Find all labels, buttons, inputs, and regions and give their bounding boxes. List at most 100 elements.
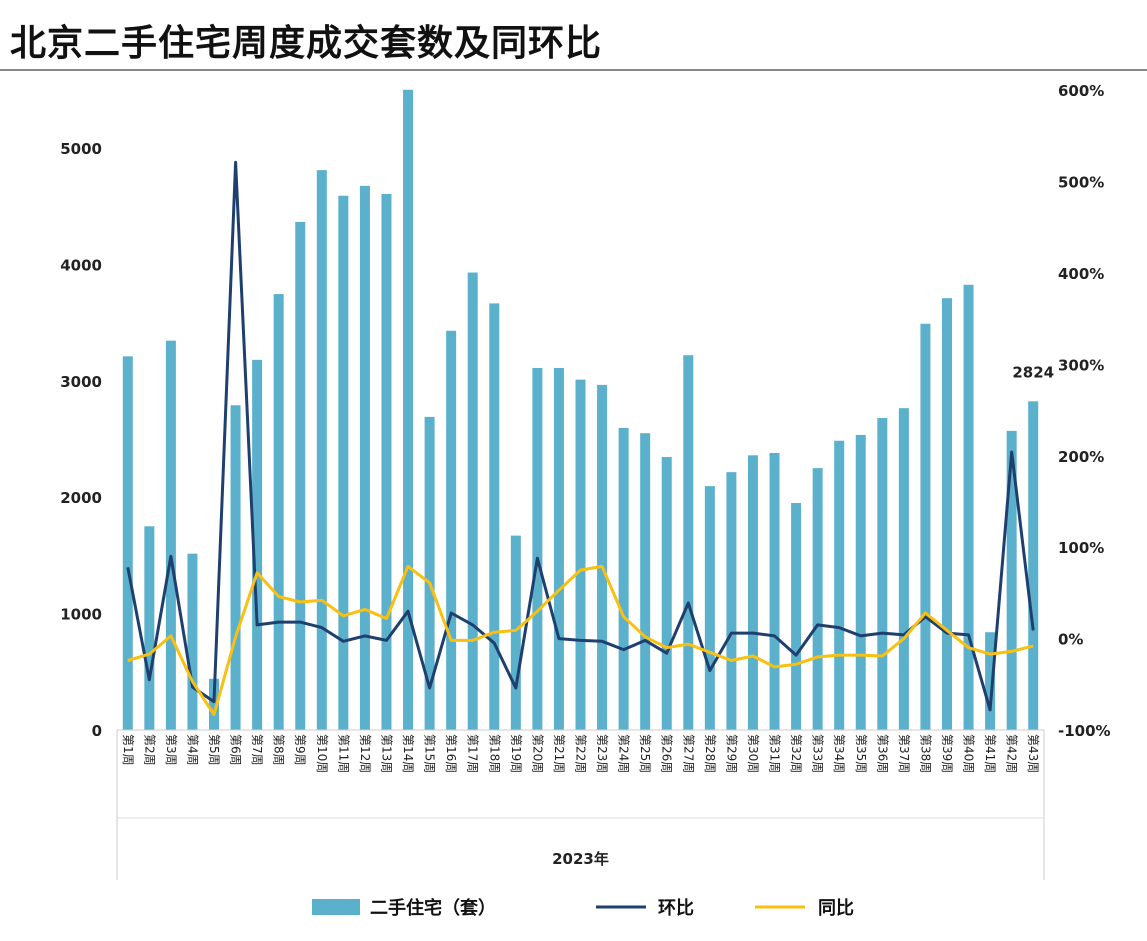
bar-第11周 (338, 195, 349, 730)
bar-第30周 (747, 455, 758, 730)
bar-第19周 (510, 535, 521, 730)
x-axis-tick: 第3周 (164, 734, 178, 766)
bar-第5周 (209, 678, 220, 730)
left-axis-tick: 2000 (60, 489, 102, 507)
bar-第38周 (920, 323, 931, 730)
x-axis-tick: 第35周 (854, 734, 868, 773)
bar-第3周 (165, 340, 176, 730)
line-同比 (127, 564, 1034, 716)
x-axis-tick: 第31周 (768, 734, 782, 773)
x-axis-tick: 第20周 (530, 734, 544, 773)
x-axis-tick: 第25周 (638, 734, 652, 773)
x-axis-tick: 第40周 (962, 734, 976, 773)
x-axis-tick: 第13周 (379, 734, 393, 773)
bar-第25周 (640, 433, 651, 730)
left-axis-tick: 4000 (60, 256, 102, 274)
legend-swatch-bar (312, 899, 360, 915)
x-axis-tick: 第37周 (897, 734, 911, 773)
x-axis-tick: 第29周 (724, 734, 738, 773)
bar-第36周 (877, 418, 888, 730)
right-axis-tick: -100% (1058, 722, 1111, 740)
bar-第28周 (704, 486, 715, 730)
x-axis-tick: 第39周 (940, 734, 954, 773)
bar-第21周 (553, 367, 564, 730)
bar-第15周 (424, 416, 435, 730)
right-axis-tick: 600% (1058, 82, 1104, 100)
x-axis-tick: 第2周 (142, 734, 156, 766)
x-axis-tick: 第36周 (875, 734, 889, 773)
bar-第34周 (834, 440, 845, 730)
bar-第27周 (683, 355, 694, 730)
left-axis-tick: 1000 (60, 606, 102, 624)
x-axis-tick: 第8周 (272, 734, 286, 766)
x-axis-tick: 第9周 (293, 734, 307, 766)
bar-第8周 (273, 294, 284, 730)
x-axis-tick: 第41周 (983, 734, 997, 773)
bar-第35周 (855, 434, 866, 730)
bar-第13周 (381, 193, 392, 730)
bar-第26周 (661, 457, 672, 730)
bar-第42周 (1006, 430, 1017, 730)
x-axis-tick: 第27周 (681, 734, 695, 773)
right-axis-tick: 0% (1058, 631, 1083, 649)
right-axis-tick: 400% (1058, 265, 1104, 283)
x-axis-tick: 第5周 (207, 734, 221, 766)
bar-第33周 (812, 468, 823, 730)
bar-第2周 (144, 526, 155, 730)
x-axis-tick: 第19周 (509, 734, 523, 773)
x-axis-tick: 第33周 (811, 734, 825, 773)
x-axis-tick: 第28周 (703, 734, 717, 773)
bar-第22周 (575, 379, 586, 730)
bar-第6周 (230, 405, 241, 730)
right-axis-tick: 200% (1058, 448, 1104, 466)
right-axis-tick: 100% (1058, 539, 1104, 557)
bar-第1周 (122, 356, 133, 730)
x-axis-tick: 第7周 (250, 734, 264, 766)
left-axis-tick: 3000 (60, 373, 102, 391)
x-axis-tick: 第6周 (229, 734, 243, 766)
bar-第4周 (187, 553, 198, 730)
right-axis-tick: 300% (1058, 356, 1104, 374)
legend-label: 二手住宅（套） (370, 897, 496, 919)
x-axis-tick: 第17周 (466, 734, 480, 773)
bar-第14周 (403, 89, 414, 731)
x-axis-tick: 第22周 (574, 734, 588, 773)
x-axis-tick: 第18周 (487, 734, 501, 773)
bar-第9周 (295, 221, 306, 730)
x-axis-tick: 第10周 (315, 734, 329, 773)
x-axis-tick: 第21周 (552, 734, 566, 773)
bar-第37周 (898, 408, 909, 730)
data-label: 2824 (1012, 363, 1054, 381)
x-axis-tick: 第32周 (789, 734, 803, 773)
right-axis-tick: 500% (1058, 174, 1104, 192)
x-axis-tick: 第38周 (918, 734, 932, 773)
left-axis-tick: 0 (92, 722, 102, 740)
bar-第40周 (963, 284, 974, 730)
x-axis-tick: 第30周 (746, 734, 760, 773)
bar-第16周 (446, 330, 457, 730)
x-axis-tick: 第14周 (401, 734, 415, 773)
bar-第18周 (489, 303, 500, 730)
x-axis-tick: 第24周 (617, 734, 631, 773)
bar-第43周 (1028, 401, 1039, 730)
bar-第39周 (941, 298, 952, 730)
x-axis-tick: 第23周 (595, 734, 609, 773)
chart-title: 北京二手住宅周度成交套数及同环比 (10, 23, 603, 64)
bar-第29周 (726, 472, 737, 730)
bar-第17周 (467, 272, 478, 730)
bar-第24周 (618, 427, 629, 730)
x-axis-tick: 第11周 (336, 734, 350, 773)
x-axis-tick: 第12周 (358, 734, 372, 773)
x-axis-group-label: 2023年 (552, 850, 609, 868)
title-divider (0, 69, 1147, 71)
line-环比 (126, 160, 1035, 712)
legend-label: 环比 (658, 898, 694, 919)
bar-第23周 (597, 384, 608, 730)
bar-第31周 (769, 452, 780, 730)
x-axis-tick: 第15周 (423, 734, 437, 773)
bar-第7周 (252, 359, 263, 730)
x-axis-tick: 第26周 (660, 734, 674, 773)
legend-label: 同比 (818, 898, 854, 919)
bar-第32周 (791, 503, 802, 730)
